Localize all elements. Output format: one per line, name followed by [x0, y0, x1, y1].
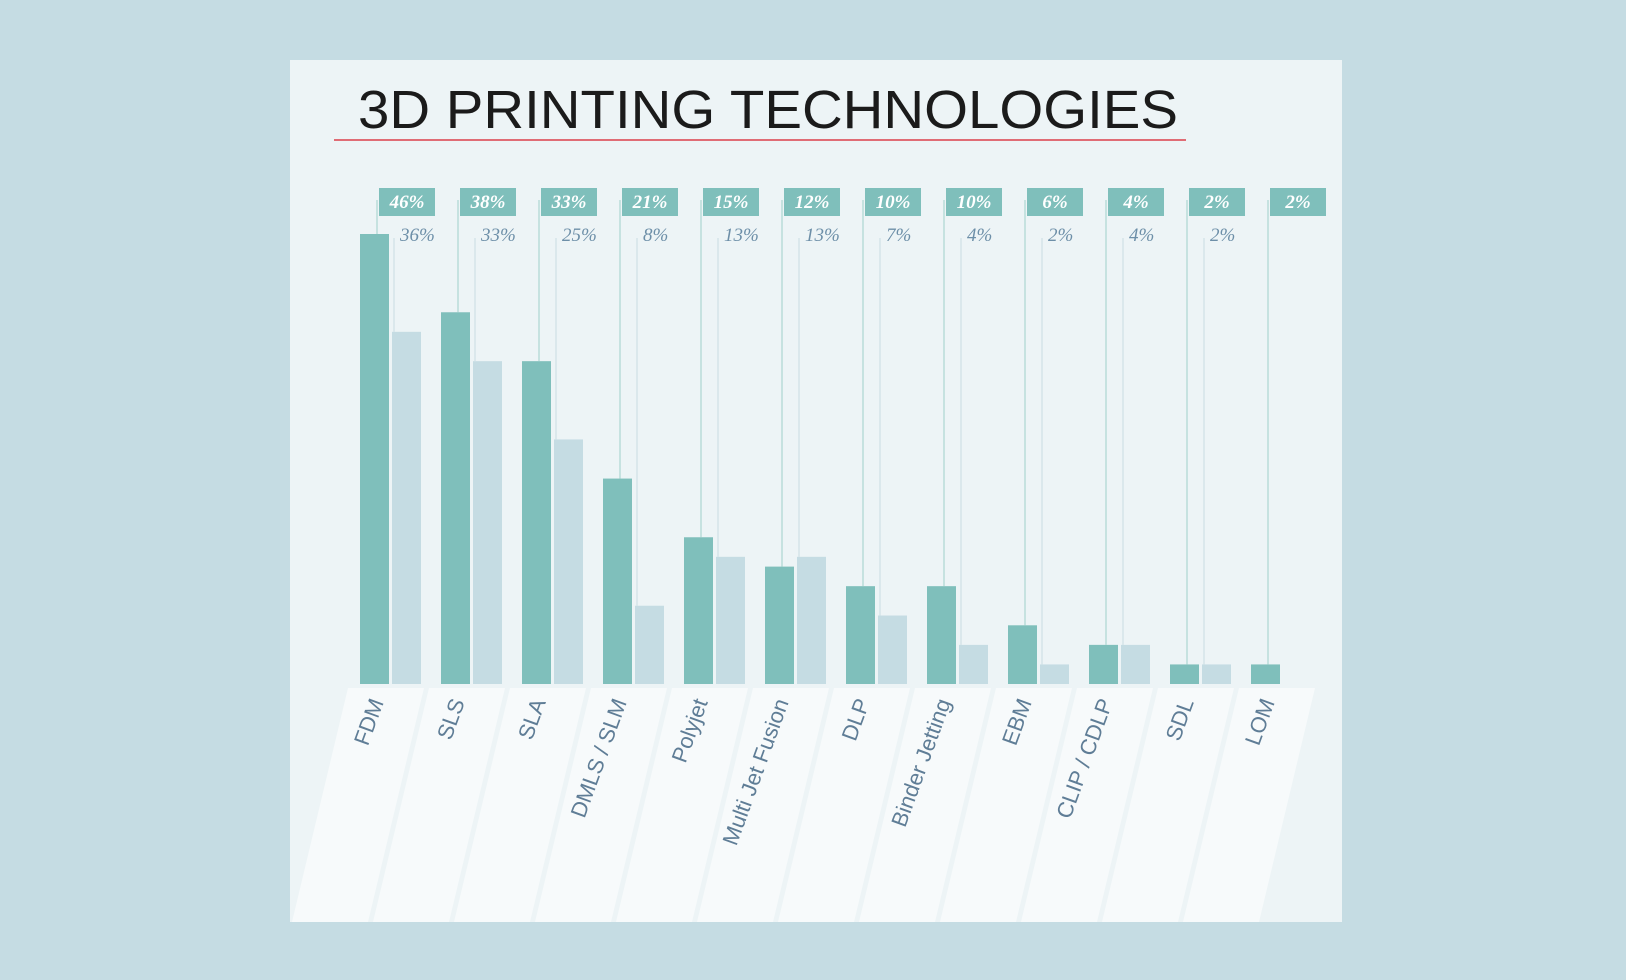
- value-label-box: [784, 188, 840, 216]
- value-label-series-1: 12%: [795, 192, 830, 213]
- category-stripe: [859, 688, 991, 922]
- value-label-box: [460, 188, 516, 216]
- bar-series-2: [1040, 664, 1069, 684]
- bar-series-1: [1008, 625, 1037, 684]
- value-label-series-1: 10%: [876, 192, 911, 213]
- category-stripe: [1021, 688, 1153, 922]
- value-label-box: [541, 188, 597, 216]
- value-label-series-1: 46%: [389, 192, 425, 213]
- value-label-series-1: 6%: [1042, 192, 1067, 213]
- value-label-series-1: 38%: [470, 192, 506, 213]
- category-stripe: [292, 688, 424, 922]
- value-label-series-2: 2%: [1048, 225, 1073, 246]
- category-stripe: [535, 688, 667, 922]
- value-label-series-1: 4%: [1122, 192, 1148, 213]
- bar-series-1: [846, 586, 875, 684]
- category-stripes: [292, 688, 1315, 922]
- bar-series-2: [635, 605, 664, 684]
- value-label-series-2: 25%: [562, 225, 597, 246]
- value-label-box: [622, 188, 678, 216]
- bar-series-2: [797, 556, 826, 684]
- bar-series-2: [392, 331, 421, 684]
- bar-series-2: [554, 439, 583, 684]
- value-label-series-2: 2%: [1210, 225, 1235, 246]
- bar-series-1: [765, 566, 794, 684]
- value-label-series-2: 7%: [886, 225, 911, 246]
- bar-series-1: [522, 361, 551, 684]
- value-label-series-1: 2%: [1284, 192, 1310, 213]
- value-label-series-2: 13%: [724, 225, 759, 246]
- value-label-box: [1189, 188, 1245, 216]
- category-stripe: [1102, 688, 1234, 922]
- category-stripe: [616, 688, 748, 922]
- value-label-series-1: 15%: [714, 192, 749, 213]
- value-label-series-2: 4%: [1129, 225, 1154, 246]
- bar-series-1: [927, 586, 956, 684]
- category-stripe: [940, 688, 1072, 922]
- value-label-series-1: 2%: [1203, 192, 1229, 213]
- value-label-box: [1270, 188, 1326, 216]
- chart-svg: 3D PRINTING TECHNOLOGIES 46%36%FDM38%33%…: [292, 80, 1326, 922]
- bar-series-1: [603, 478, 632, 684]
- category-stripe: [373, 688, 505, 922]
- bar-series-1: [360, 234, 389, 684]
- value-label-series-1: 33%: [551, 192, 587, 213]
- value-label-box: [1108, 188, 1164, 216]
- bar-series-2: [1202, 664, 1231, 684]
- value-label-box: [946, 188, 1002, 216]
- value-label-box: [865, 188, 921, 216]
- bar-series-1: [1089, 644, 1118, 684]
- value-label-series-2: 36%: [399, 225, 435, 246]
- category-stripe: [697, 688, 829, 922]
- value-label-box: [703, 188, 759, 216]
- value-label-box: [1027, 188, 1083, 216]
- value-label-series-1: 21%: [632, 192, 668, 213]
- bar-series-2: [1121, 644, 1150, 684]
- value-label-series-2: 8%: [643, 225, 668, 246]
- bar-series-1: [1170, 664, 1199, 684]
- bar-series-1: [684, 537, 713, 684]
- bar-series-1: [1251, 664, 1280, 684]
- value-label-series-2: 33%: [480, 225, 516, 246]
- bar-series-2: [878, 615, 907, 684]
- bar-series-2: [716, 556, 745, 684]
- value-label-series-1: 10%: [957, 192, 992, 213]
- bar-series-2: [473, 361, 502, 684]
- value-label-box: [379, 188, 435, 216]
- value-label-series-2: 4%: [967, 225, 992, 246]
- chart-title: 3D PRINTING TECHNOLOGIES: [358, 80, 1178, 140]
- bar-series-1: [441, 312, 470, 684]
- category-stripe: [778, 688, 910, 922]
- category-stripe: [1183, 688, 1315, 922]
- chart-card: 3D PRINTING TECHNOLOGIES 46% 36% FDM 38% 33%…: [290, 60, 1342, 922]
- value-label-series-2: 13%: [805, 225, 840, 246]
- category-stripe: [454, 688, 586, 922]
- bar-series-2: [959, 644, 988, 684]
